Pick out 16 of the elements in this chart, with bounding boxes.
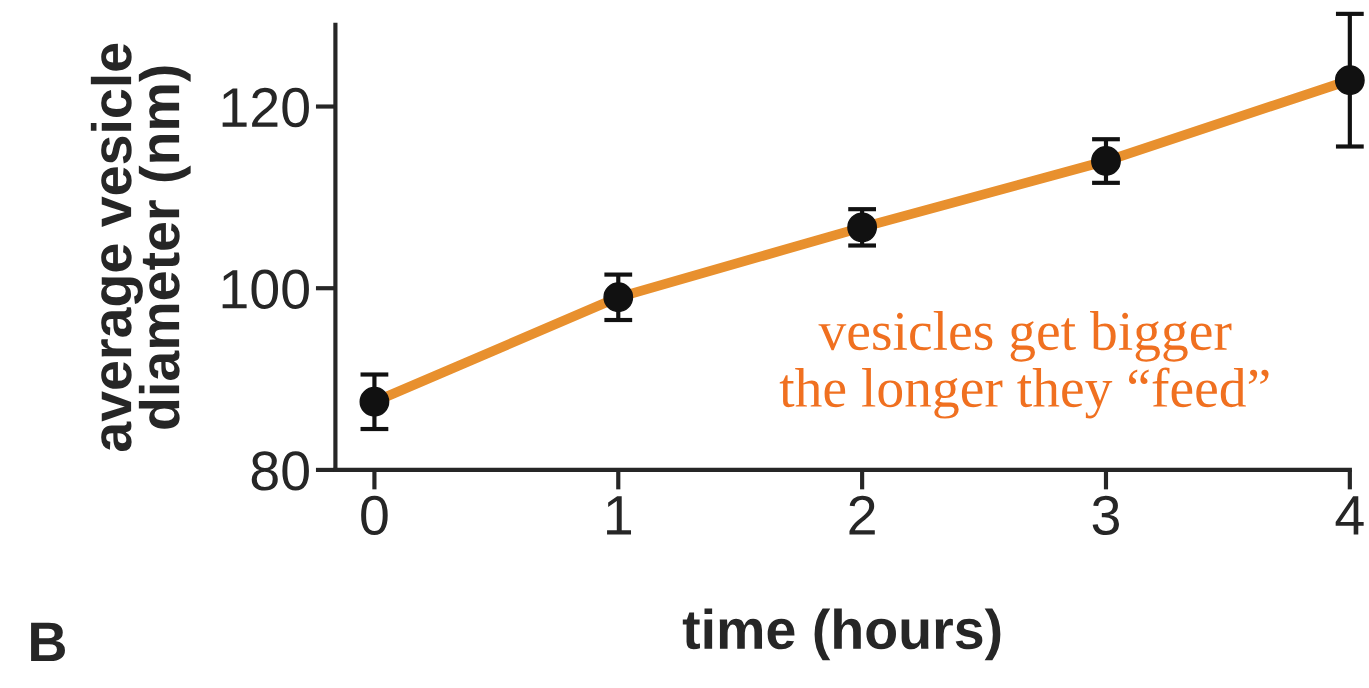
text: B bbox=[31, 622, 65, 662]
point bbox=[1091, 146, 1121, 176]
point bbox=[359, 386, 390, 417]
x-axis-title: time (hours) bbox=[682, 608, 1001, 661]
point bbox=[1334, 65, 1365, 96]
x-tick-label: 0 bbox=[361, 495, 388, 536]
x-tick-label: 2 bbox=[849, 495, 875, 535]
x-tick-label: 1 bbox=[607, 496, 632, 535]
y-axis-title: average vesicle diameter (nm) bbox=[90, 43, 191, 452]
y-tick-label: 80 bbox=[251, 451, 309, 491]
x-tick-label: 3 bbox=[1092, 495, 1119, 536]
point bbox=[603, 282, 634, 313]
annotation: vesicles get bigger the longer they “feed” bbox=[779, 311, 1269, 419]
x-tick-label: 4 bbox=[1335, 496, 1364, 535]
y-tick-label: 120 bbox=[222, 87, 309, 128]
y-tick-label: 100 bbox=[222, 269, 309, 309]
